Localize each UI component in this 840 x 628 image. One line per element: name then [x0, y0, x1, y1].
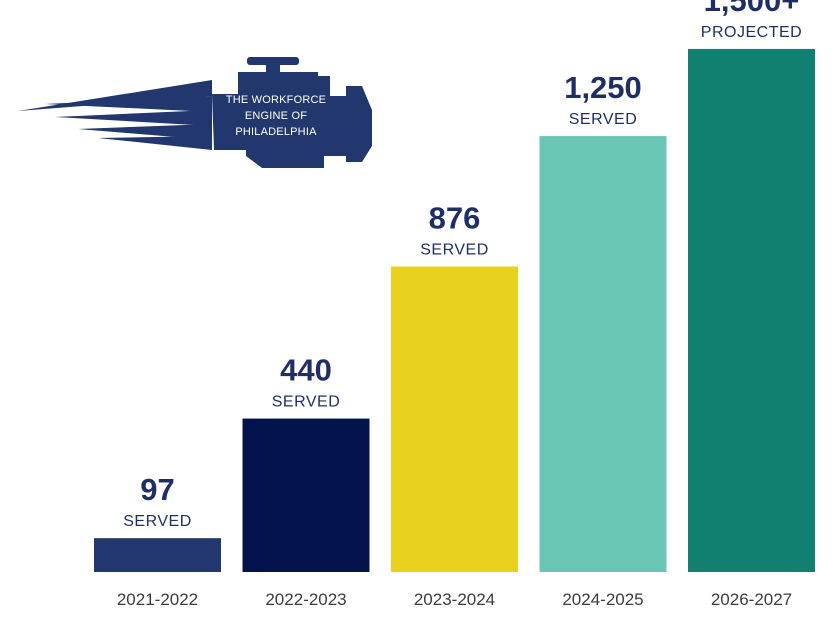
sub-label: SERVED [569, 111, 638, 128]
category-label: 2021-2022 [117, 590, 198, 609]
sub-label: SERVED [123, 513, 192, 530]
logo-line-2: ENGINE OF [244, 110, 308, 122]
logo-line-1: THE WORKFORCE [225, 94, 327, 106]
bar-2024-2025 [539, 136, 667, 572]
sub-label: SERVED [272, 394, 341, 411]
bar-2026-2027 [688, 48, 815, 572]
category-label: 2023-2024 [414, 590, 495, 609]
engine-icon [18, 57, 372, 168]
value-label: 1,250 [564, 70, 642, 105]
logo-line-3: PHILADELPHIA [235, 126, 317, 138]
bar-2021-2022 [94, 538, 221, 572]
value-label: 1,500+ [704, 0, 800, 18]
logo-text: THE WORKFORCE ENGINE OF PHILADELPHIA [214, 92, 338, 140]
value-label: 440 [280, 353, 332, 388]
category-label: 2026-2027 [711, 590, 792, 609]
bar-2023-2024 [391, 266, 518, 572]
category-label: 2024-2025 [562, 590, 643, 609]
bar-2022-2023 [242, 418, 370, 572]
value-label: 97 [140, 472, 174, 507]
category-label: 2022-2023 [265, 590, 346, 609]
sub-label: SERVED [420, 242, 489, 259]
sub-label: PROJECTED [701, 24, 802, 41]
value-label: 876 [429, 201, 481, 236]
